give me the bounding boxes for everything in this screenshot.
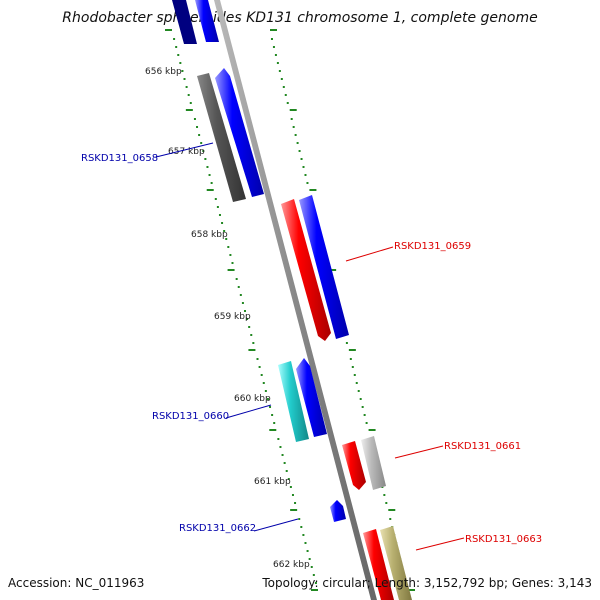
tick-label-662: 662 kbp — [273, 560, 310, 570]
gene-label-rskd131-0658[interactable]: RSKD131_0658 — [81, 153, 158, 164]
gene-label-rskd131-0660[interactable]: RSKD131_0660 — [152, 411, 229, 422]
gene-feature-rskd131-0659-blue — [299, 195, 349, 339]
leader-line-rskd131-0659 — [345, 246, 394, 262]
tick-label-658: 658 kbp — [191, 230, 228, 240]
chromosome-backbone — [214, 0, 377, 600]
gene-label-rskd131-0661[interactable]: RSKD131_0661 — [444, 441, 521, 452]
leader-line-rskd131-0663 — [415, 537, 465, 551]
accession-text: Accession: NC_011963 — [8, 576, 145, 590]
gene-label-rskd131-0662[interactable]: RSKD131_0662 — [179, 523, 256, 534]
leader-line-rskd131-0658 — [155, 142, 214, 158]
gene-feature-rskd131-0662 — [330, 500, 346, 522]
gene-feature-rskd131-0661-red — [342, 441, 366, 490]
tick-label-660: 660 kbp — [234, 394, 271, 404]
leader-line-rskd131-0661 — [394, 445, 444, 459]
gene-feature-rskd131-0659-red — [281, 199, 331, 341]
gene-feature-gray-dark — [197, 73, 246, 202]
tick-marks-left — [165, 29, 318, 591]
genome-summary-text: Topology: circular; Length: 3,152,792 bp… — [262, 576, 592, 590]
gene-feature-rskd131-0660-blue — [296, 358, 327, 437]
leader-line-rskd131-0660 — [225, 404, 272, 419]
tick-label-657: 657 kbp — [168, 147, 205, 157]
tick-label-659: 659 kbp — [214, 312, 251, 322]
gene-label-rskd131-0663[interactable]: RSKD131_0663 — [465, 534, 542, 545]
gene-feature-rskd131-0663-red — [363, 529, 394, 600]
gene-label-rskd131-0659[interactable]: RSKD131_0659 — [394, 241, 471, 252]
leader-line-rskd131-0662 — [253, 518, 299, 532]
gene-feature-rskd131-0663-olive — [380, 526, 412, 600]
gene-feature-rskd131-0661-gray — [361, 436, 386, 490]
gene-feature-rskd131-0658 — [215, 68, 264, 197]
gene-feature-top-blue — [195, 0, 219, 42]
gene-feature-rskd131-0660-cyan — [278, 361, 309, 442]
tick-label-661: 661 kbp — [254, 477, 291, 487]
gene-feature-top-dark — [172, 0, 197, 44]
tick-label-656: 656 kbp — [145, 67, 182, 77]
